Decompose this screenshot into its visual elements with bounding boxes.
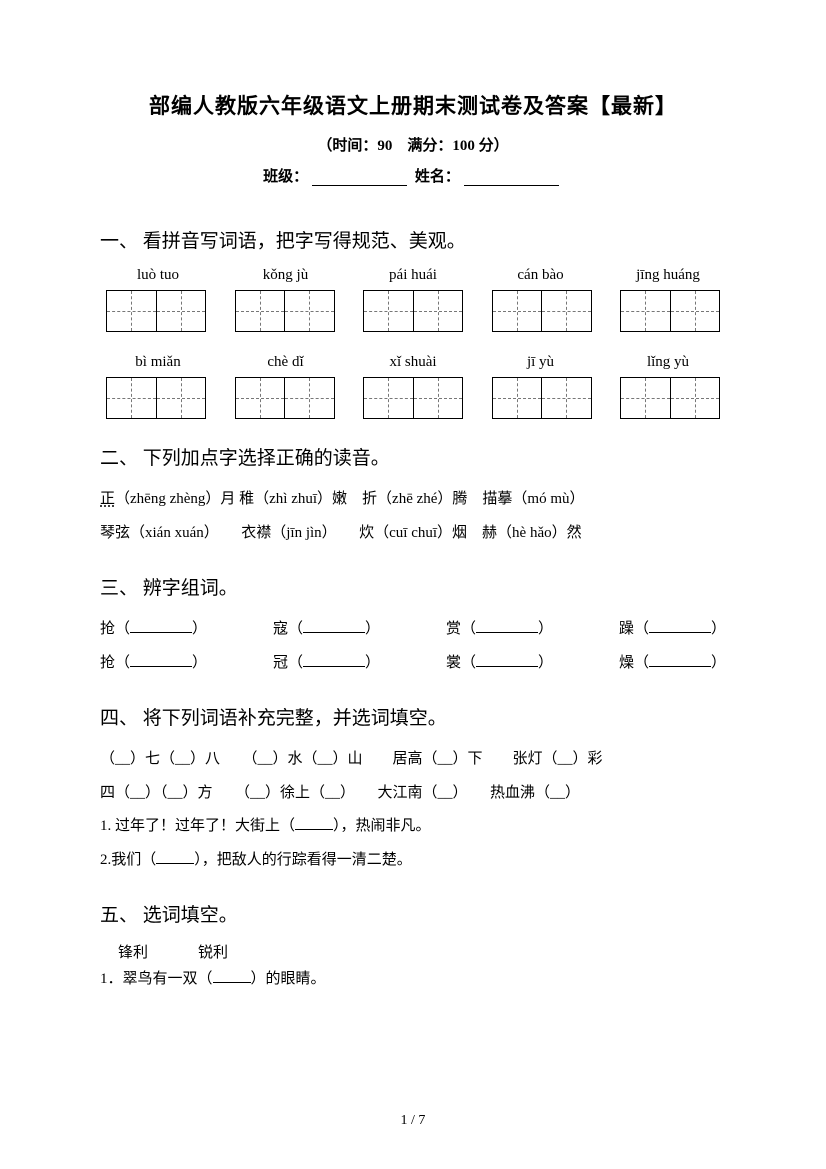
class-blank[interactable] <box>312 170 407 186</box>
pinyin-label: kǒng jù <box>236 267 336 284</box>
q2-dotted-char: 正 <box>100 491 115 507</box>
char-box[interactable] <box>235 377 335 419</box>
q5-line1: 1．翠鸟有一双（ ）的眼睛。 <box>100 964 726 996</box>
fill-blank[interactable] <box>156 850 194 864</box>
q3-row2: 抢（） 冠（） 裳（） 燥（） <box>100 648 726 680</box>
q1-pinyin-row-2: bì miǎn chè dǐ xǐ shuài jī yù lǐng yù <box>100 354 726 371</box>
pinyin-label: jīng huáng <box>618 267 718 284</box>
q1-box-row-2 <box>100 377 726 419</box>
page-number: 1 / 7 <box>0 1113 826 1129</box>
fill-blank[interactable] <box>649 619 711 633</box>
q5-heading: 五、 选词填空。 <box>100 900 726 927</box>
q3-char: 燥（ <box>619 655 649 671</box>
q4-line1: （__）七（__）八 （__）水（__）山 居高（__）下 张灯（__）彩 <box>100 744 726 776</box>
q4-line4-post: ），把敌人的行踪看得一清二楚。 <box>194 852 412 868</box>
char-box[interactable] <box>106 377 206 419</box>
page-subtitle: （时间：90 满分：100 分） <box>100 134 726 155</box>
q3-char: 赏（ <box>446 621 476 637</box>
q4-heading: 四、 将下列词语补充完整，并选词填空。 <box>100 703 726 730</box>
q3-char: 抢（ <box>100 655 130 671</box>
q5-word1: 锋利 <box>118 945 148 961</box>
fill-blank[interactable] <box>130 653 192 667</box>
q1-box-row-1 <box>100 290 726 332</box>
char-box[interactable] <box>492 377 592 419</box>
fill-blank[interactable] <box>303 653 365 667</box>
fill-blank[interactable] <box>130 619 192 633</box>
q3-heading: 三、 辨字组词。 <box>100 573 726 600</box>
q3-row1: 抢（） 寇（） 赏（） 躁（） <box>100 614 726 646</box>
pinyin-label: bì miǎn <box>108 354 208 371</box>
char-box[interactable] <box>106 290 206 332</box>
pinyin-label: lǐng yù <box>618 354 718 371</box>
name-blank[interactable] <box>464 170 559 186</box>
char-box[interactable] <box>235 290 335 332</box>
q3-char: 躁（ <box>619 621 649 637</box>
pinyin-label: luò tuo <box>108 267 208 284</box>
q2-line2: 琴弦（xián xuán） 衣襟（jīn jìn） 炊（cuī chuī）烟 赫… <box>100 518 726 550</box>
fill-blank[interactable] <box>303 619 365 633</box>
fill-blank[interactable] <box>649 653 711 667</box>
q3-char: 寇（ <box>273 621 303 637</box>
pinyin-label: pái huái <box>363 267 463 284</box>
fill-blank[interactable] <box>213 969 251 983</box>
q4-line3: 1. 过年了！过年了！大街上（ ），热闹非凡。 <box>100 811 726 843</box>
q2-line1-text: （zhēng zhèng）月 稚（zhì zhuī）嫩 折（zhē zhé）腾 … <box>115 491 585 507</box>
q4-line4: 2.我们（ ），把敌人的行踪看得一清二楚。 <box>100 845 726 877</box>
q3-char: 抢（ <box>100 621 130 637</box>
q2-line1: 正（zhēng zhèng）月 稚（zhì zhuī）嫩 折（zhē zhé）腾… <box>100 484 726 516</box>
fill-blank[interactable] <box>476 653 538 667</box>
name-label: 姓名： <box>415 169 460 185</box>
q3-char: 裳（ <box>446 655 476 671</box>
page-title: 部编人教版六年级语文上册期末测试卷及答案【最新】 <box>100 90 726 120</box>
q5-line1-pre: 1．翠鸟有一双（ <box>100 971 213 987</box>
char-box[interactable] <box>363 290 463 332</box>
q4-line3-pre: 1. 过年了！过年了！大街上（ <box>100 818 295 834</box>
char-box[interactable] <box>620 290 720 332</box>
pinyin-label: jī yù <box>491 354 591 371</box>
q1-pinyin-row-1: luò tuo kǒng jù pái huái cán bào jīng hu… <box>100 267 726 284</box>
q3-char: 冠（ <box>273 655 303 671</box>
q5-words: 锋利 锐利 <box>118 941 726 962</box>
q4-line3-post: ），热闹非凡。 <box>333 818 431 834</box>
q5-line1-post: ）的眼睛。 <box>251 971 326 987</box>
fill-blank[interactable] <box>295 816 333 830</box>
q4-line4-pre: 2.我们（ <box>100 852 156 868</box>
pinyin-label: chè dǐ <box>236 354 336 371</box>
student-info-line: 班级： 姓名： <box>100 165 726 186</box>
q4-line2: 四（__）（__）方 （__）徐上（__） 大江南（__） 热血沸（__） <box>100 778 726 810</box>
pinyin-label: cán bào <box>491 267 591 284</box>
pinyin-label: xǐ shuài <box>363 354 463 371</box>
q2-heading: 二、 下列加点字选择正确的读音。 <box>100 443 726 470</box>
q5-word2: 锐利 <box>198 945 228 961</box>
class-label: 班级： <box>263 169 308 185</box>
char-box[interactable] <box>492 290 592 332</box>
fill-blank[interactable] <box>476 619 538 633</box>
q1-heading: 一、 看拼音写词语，把字写得规范、美观。 <box>100 226 726 253</box>
char-box[interactable] <box>363 377 463 419</box>
char-box[interactable] <box>620 377 720 419</box>
